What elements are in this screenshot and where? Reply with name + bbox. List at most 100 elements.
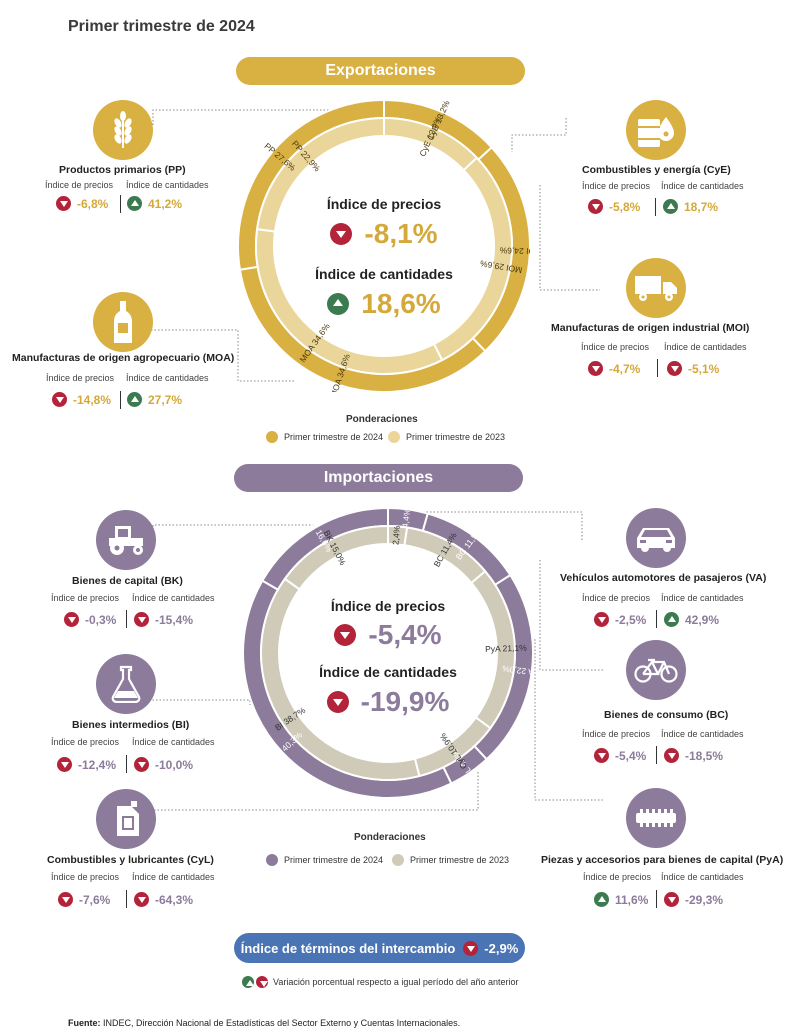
exports-legend-2023: Primer trimestre de 2023 xyxy=(388,431,505,443)
down-arrow-icon xyxy=(667,361,682,376)
moi-qty-subhead: Índice de cantidades xyxy=(664,342,747,352)
bc-name: Bienes de consumo (BC) xyxy=(604,709,729,721)
pp-qty-value: 41,2% xyxy=(127,196,182,211)
moa-qty-value: 27,7% xyxy=(127,392,182,407)
moi-price-subhead: Índice de precios xyxy=(581,342,650,352)
va-qty-subhead: Índice de cantidades xyxy=(661,593,744,603)
cyl-price-value: -7,6% xyxy=(58,892,110,907)
up-arrow-icon xyxy=(663,199,678,214)
down-arrow-icon xyxy=(134,757,149,772)
down-arrow-icon xyxy=(594,748,609,763)
imports-qty-number: -19,9% xyxy=(360,686,450,717)
bk-qty-subhead: Índice de cantidades xyxy=(132,593,215,603)
imports-qty-label: Índice de cantidades xyxy=(319,664,457,680)
donut-label-PyA: PyA 22,0% xyxy=(501,663,533,678)
moa-price-subhead: Índice de precios xyxy=(46,373,115,383)
exports-qty-label: Índice de cantidades xyxy=(315,266,453,282)
bi-qty-subhead: Índice de cantidades xyxy=(132,737,215,747)
down-arrow-icon xyxy=(58,892,73,907)
down-arrow-icon xyxy=(57,757,72,772)
bc-qty-value: -18,5% xyxy=(664,748,723,763)
imports-ring-2023 xyxy=(260,524,516,781)
exports-qty-value: 18,6% xyxy=(284,288,484,320)
exports-qty-number: 18,6% xyxy=(361,288,441,319)
terms-value: -2,9% xyxy=(484,940,519,956)
exports-price-value: -8,1% xyxy=(284,218,484,250)
cyl-price-subhead: Índice de precios xyxy=(51,872,120,882)
pp-qty-subhead: Índice de cantidades xyxy=(126,180,209,190)
down-arrow-icon xyxy=(334,624,357,646)
down-arrow-icon xyxy=(330,223,353,245)
bc-price-value: -5,4% xyxy=(594,748,646,763)
down-arrow-icon xyxy=(64,612,79,627)
cye-price-subhead: Índice de precios xyxy=(582,181,651,191)
cyl-name: Combustibles y lubricantes (CyL) xyxy=(47,854,214,866)
moi-price-value: -4,7% xyxy=(588,361,640,376)
imports-qty-value: -19,9% xyxy=(288,686,488,718)
gear-part-icon xyxy=(626,788,686,848)
divider xyxy=(126,890,127,908)
cye-qty-subhead: Índice de cantidades xyxy=(661,181,744,191)
down-arrow-icon xyxy=(664,892,679,907)
imports-weights-title: Ponderaciones xyxy=(354,832,426,843)
up-arrow-icon xyxy=(242,976,254,988)
divider xyxy=(126,755,127,773)
donut-label-PyA: PyA 21,1% xyxy=(485,643,527,654)
bottle-icon xyxy=(93,292,153,352)
imports-legend-2023: Primer trimestre de 2023 xyxy=(392,854,509,866)
bi-name: Bienes intermedios (BI) xyxy=(72,719,190,731)
bk-price-value: -0,3% xyxy=(64,612,116,627)
exports-ring-2023 xyxy=(255,116,513,375)
imports-price-value: -5,4% xyxy=(288,619,488,651)
bi-price-subhead: Índice de precios xyxy=(51,737,120,747)
legend-note: Variación porcentual respecto a igual pe… xyxy=(242,976,519,988)
divider xyxy=(656,890,657,908)
exports-legend-2024: Primer trimestre de 2024 xyxy=(266,431,383,443)
va-qty-value: 42,9% xyxy=(664,612,719,627)
pya-qty-subhead: Índice de cantidades xyxy=(661,872,744,882)
down-arrow-icon xyxy=(588,199,603,214)
divider xyxy=(120,195,121,213)
bi-qty-value: -10,0% xyxy=(134,757,193,772)
donut-label-VA: 2,4% xyxy=(390,525,401,546)
terms-label: Índice de términos del intercambio xyxy=(240,940,456,956)
flask-icon xyxy=(96,654,156,714)
pya-qty-value: -29,3% xyxy=(664,892,723,907)
up-arrow-icon xyxy=(327,293,350,315)
source-note: Fuente: INDEC, Dirección Nacional de Est… xyxy=(68,1018,460,1028)
oil-barrel-icon xyxy=(626,100,686,160)
page-title: Primer trimestre de 2024 xyxy=(68,18,255,35)
divider xyxy=(120,391,121,409)
note-text: Variación porcentual respecto a igual pe… xyxy=(273,977,519,987)
imports-legend-2024: Primer trimestre de 2024 xyxy=(266,854,383,866)
bi-price-value: -12,4% xyxy=(57,757,116,772)
down-arrow-icon xyxy=(256,976,268,988)
bc-qty-subhead: Índice de cantidades xyxy=(661,729,744,739)
jerrycan-icon xyxy=(96,789,156,849)
cyl-qty-subhead: Índice de cantidades xyxy=(132,872,215,882)
donut-label-MOI: MOI 24,6% xyxy=(499,245,530,256)
down-arrow-icon xyxy=(664,748,679,763)
source-label: Fuente: xyxy=(68,1018,101,1028)
va-price-value: -2,5% xyxy=(594,612,646,627)
cyl-qty-value: -64,3% xyxy=(134,892,193,907)
terms-of-trade-badge: Índice de términos del intercambio -2,9% xyxy=(234,933,525,963)
pya-name: Piezas y accesorios para bienes de capit… xyxy=(541,854,784,866)
exports-donut-chart: CyE 13,2%MOI 24,6%MOA 34,6%PP 27,6% CyE 1… xyxy=(238,100,530,392)
bk-price-subhead: Índice de precios xyxy=(51,593,120,603)
moi-qty-value: -5,1% xyxy=(667,361,719,376)
tractor-icon xyxy=(96,510,156,570)
cye-price-value: -5,8% xyxy=(588,199,640,214)
pp-price-value: -6,8% xyxy=(56,196,108,211)
up-arrow-icon xyxy=(127,392,142,407)
divider xyxy=(656,746,657,764)
va-price-subhead: Índice de precios xyxy=(582,593,651,603)
bc-price-subhead: Índice de precios xyxy=(582,729,651,739)
bicycle-icon xyxy=(626,640,686,700)
donut-label-VA: 4,4% xyxy=(400,508,413,528)
imports-header: Importaciones xyxy=(234,464,523,492)
divider xyxy=(126,610,127,628)
down-arrow-icon xyxy=(56,196,71,211)
moi-name: Manufacturas de origen industrial (MOI) xyxy=(551,322,750,334)
imports-donut-chart: 4,4%BC 11,5%PyA 22,0%CyL 4,7%BI 40,3%BK … xyxy=(243,508,533,798)
